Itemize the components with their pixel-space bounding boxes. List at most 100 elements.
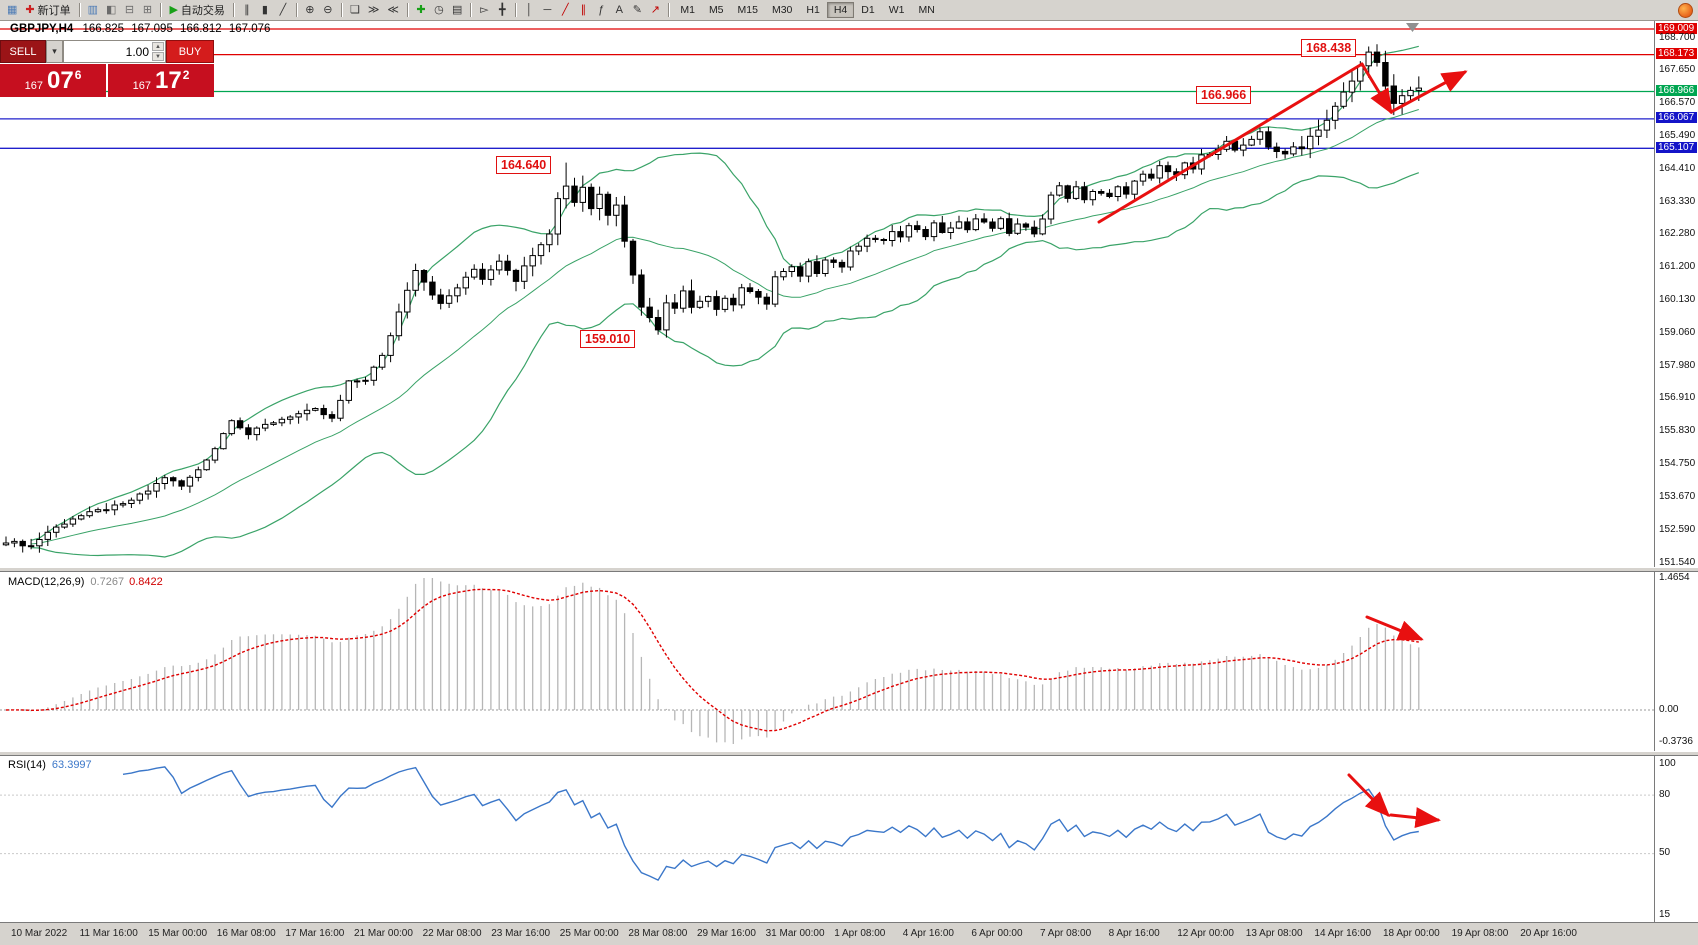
- trendline-icon[interactable]: ╱: [556, 2, 574, 19]
- data-window-icon[interactable]: ◧: [102, 2, 120, 19]
- toolbar-separator: [470, 3, 472, 17]
- one-click-trading-panel: SELL ▾ ▲ ▼ BUY 167 07 6 167 17 2: [0, 40, 214, 97]
- time-axis[interactable]: 10 Mar 2022 11 Mar 16:00 15 Mar 00:00 16 Ma…: [0, 922, 1698, 945]
- price-callout[interactable]: 168.438: [1301, 39, 1357, 57]
- periods-icon[interactable]: ◷: [430, 2, 448, 19]
- time-axis-label: 18 Apr 00:00: [1383, 928, 1440, 939]
- timeframe-m1[interactable]: M1: [680, 4, 695, 16]
- terminal-icon[interactable]: ⊞: [138, 2, 156, 19]
- low-value: 166.812: [180, 23, 222, 35]
- fibonacci-icon[interactable]: ƒ: [592, 2, 610, 19]
- timeframe-mn[interactable]: MN: [918, 4, 935, 16]
- rsi-scale-label: 15: [1659, 908, 1671, 920]
- templates-icon: ▤: [451, 3, 463, 16]
- zoom-in-icon[interactable]: ⊕: [301, 2, 319, 19]
- toolbar-separator: [515, 3, 517, 17]
- volume-input[interactable]: [64, 41, 165, 62]
- volume-up-arrow[interactable]: ▲: [152, 42, 164, 51]
- price-scale-label: 167.650: [1659, 64, 1696, 75]
- timeframe-m5[interactable]: M5: [708, 4, 724, 16]
- volume-down-arrow[interactable]: ▼: [152, 52, 164, 61]
- timeframe-m15[interactable]: M15: [737, 4, 758, 16]
- price-callout[interactable]: 164.640: [496, 156, 552, 174]
- timeframe-d1[interactable]: D1: [861, 4, 875, 16]
- autotrading-icon: ▶: [169, 3, 178, 16]
- buy-price-box[interactable]: 167 17 2: [108, 64, 214, 97]
- sell-price-point: 6: [74, 67, 82, 82]
- price-tag: 166.966: [1656, 85, 1697, 96]
- sell-price-box[interactable]: 167 07 6: [0, 64, 106, 97]
- buy-price-major: 167: [132, 79, 151, 92]
- timeframe-m30[interactable]: M30: [771, 4, 793, 16]
- toolbar-separator: [340, 3, 342, 17]
- macd-label: MACD(12,26,9) 0.7267 0.8422: [8, 576, 163, 588]
- text-icon[interactable]: A: [610, 2, 628, 19]
- price-scale-label: 162.280: [1659, 228, 1696, 240]
- price-scale-label: 157.980: [1659, 359, 1696, 371]
- price-callout[interactable]: 166.966: [1196, 86, 1252, 104]
- time-axis-label: 11 Mar 16:00: [79, 928, 138, 939]
- sell-button[interactable]: SELL: [0, 40, 46, 63]
- fibonacci-icon: ƒ: [598, 3, 605, 16]
- chevron-down-icon: ▾: [52, 46, 57, 56]
- channel-icon[interactable]: ∥: [574, 2, 592, 19]
- crosshair-icon[interactable]: ╋: [493, 2, 511, 19]
- time-axis-label: 10 Mar 2022: [11, 928, 68, 939]
- order-options-dropdown[interactable]: ▾: [46, 40, 63, 63]
- new-order-button[interactable]: ✚ 新订单: [21, 2, 74, 19]
- candle-chart-icon[interactable]: ▮: [256, 2, 274, 19]
- arrows-icon[interactable]: ↗: [646, 2, 664, 19]
- templates-icon[interactable]: ▤: [448, 2, 466, 19]
- cursor-icon[interactable]: ▻: [475, 2, 493, 19]
- label-icon[interactable]: ✎: [628, 2, 646, 19]
- toolbar-separator: [295, 3, 297, 17]
- timeframe-h1[interactable]: H1: [806, 4, 820, 16]
- macd-splitter[interactable]: [0, 567, 1698, 572]
- cursor-icon: ▻: [480, 3, 489, 16]
- autotrading-button[interactable]: ▶ 自动交易: [165, 2, 228, 19]
- price-scale[interactable]: 169.009 168.700 168.173 167.650 166.966 166.5…: [1654, 21, 1698, 922]
- auto-scroll-icon: ≫: [367, 3, 380, 16]
- volume-field-wrap: ▲ ▼: [63, 40, 166, 63]
- horizontal-line-icon[interactable]: ─: [538, 2, 556, 19]
- price-callout[interactable]: 159.010: [580, 330, 636, 348]
- time-axis-label: 14 Apr 16:00: [1314, 928, 1372, 939]
- arrows-icon: ↗: [650, 3, 660, 16]
- toolbar-separator: [232, 3, 234, 17]
- buy-button[interactable]: BUY: [166, 40, 214, 63]
- line-chart-icon: ╱: [279, 3, 287, 16]
- time-axis-label: 29 Mar 16:00: [697, 928, 756, 939]
- timeframe-h4[interactable]: H4: [826, 2, 855, 18]
- time-axis-label: 17 Mar 16:00: [285, 928, 345, 939]
- channel-icon: ∥: [580, 3, 587, 16]
- candle-chart-icon: ▮: [261, 3, 268, 16]
- rsi-splitter[interactable]: [0, 751, 1698, 756]
- periods-icon: ◷: [434, 3, 444, 16]
- navigator-icon[interactable]: ⊟: [120, 2, 138, 19]
- time-axis-label: 22 Mar 08:00: [422, 928, 482, 939]
- indicators-icon[interactable]: ✚: [412, 2, 430, 19]
- timeframe-w1[interactable]: W1: [888, 4, 905, 16]
- zoom-out-icon[interactable]: ⊖: [319, 2, 337, 19]
- market-watch-icon[interactable]: ▥: [84, 2, 102, 19]
- time-axis-label: 7 Apr 08:00: [1040, 928, 1092, 939]
- price-scale-label: 156.910: [1659, 392, 1696, 404]
- price-scale-label: 168.700: [1659, 31, 1696, 43]
- line-chart-icon[interactable]: ╱: [274, 2, 292, 19]
- price-scale-label: 152.590: [1659, 524, 1696, 536]
- chart-shift-icon: ≪: [387, 3, 399, 16]
- buy-price-point: 2: [182, 67, 190, 82]
- bar-chart-icon[interactable]: ∥: [238, 2, 256, 19]
- time-axis-label: 15 Mar 00:00: [148, 928, 208, 939]
- new-order-button-label: 新订单: [37, 5, 71, 17]
- chart-header: GBPJPY,H4 166.825 167.095 166.812 167.07…: [10, 23, 274, 35]
- tile-windows-icon[interactable]: ❏: [346, 2, 364, 19]
- zoom-out-icon: ⊖: [323, 3, 333, 16]
- trendline-icon: ╱: [562, 3, 569, 16]
- charts-grid-icon[interactable]: ▦: [3, 2, 21, 19]
- auto-scroll-icon[interactable]: ≫: [364, 2, 384, 19]
- chart-shift-icon[interactable]: ≪: [383, 2, 403, 19]
- vertical-line-icon[interactable]: │: [520, 2, 538, 19]
